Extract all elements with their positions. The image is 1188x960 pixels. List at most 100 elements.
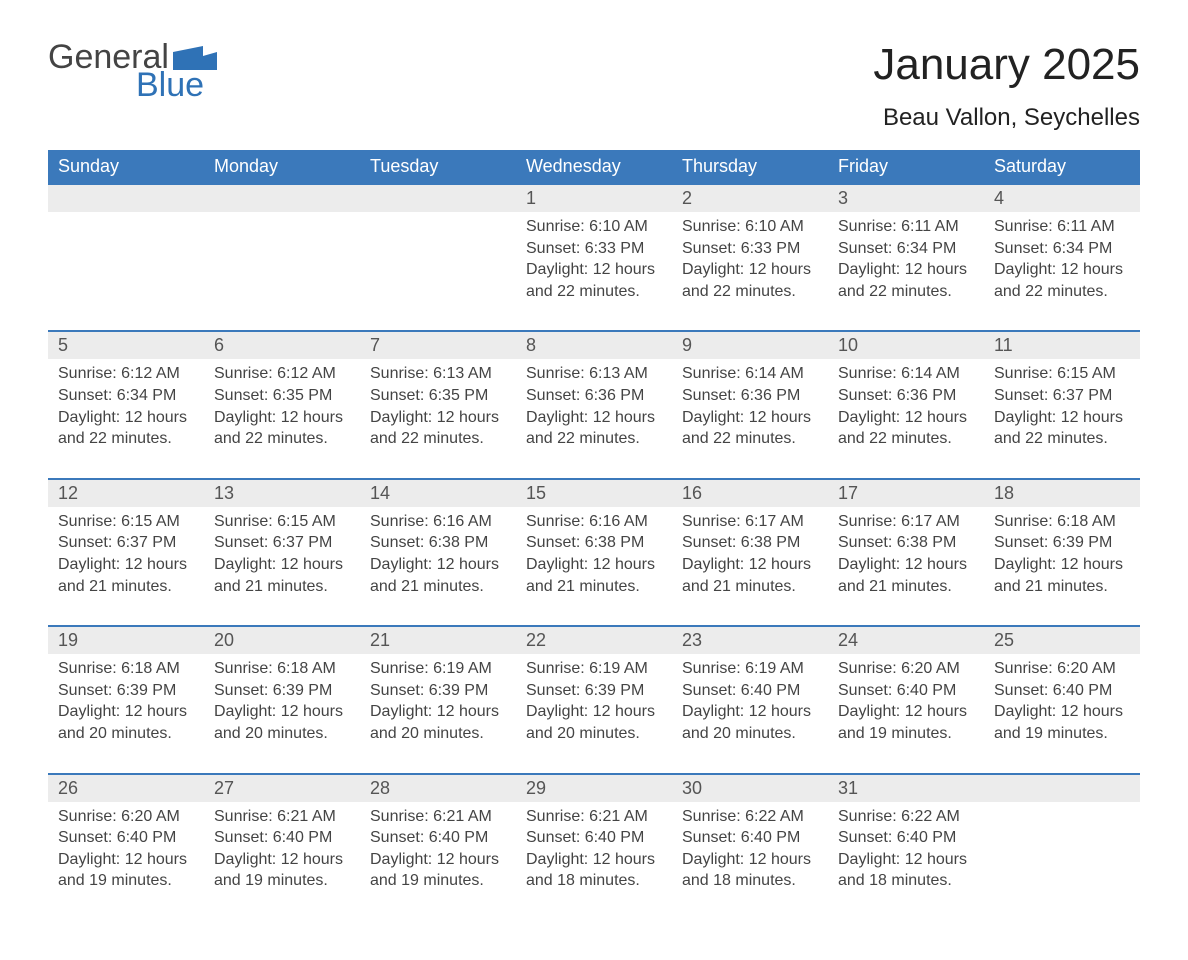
day-number-cell: 16 [672,479,828,507]
sunset-text: Sunset: 6:34 PM [58,385,194,407]
day-detail-cell: Sunrise: 6:17 AMSunset: 6:38 PMDaylight:… [672,507,828,626]
sunset-text: Sunset: 6:39 PM [526,680,662,702]
sunset-text: Sunset: 6:35 PM [214,385,350,407]
sunset-text: Sunset: 6:39 PM [370,680,506,702]
day-number-cell [984,774,1140,802]
day-detail-cell: Sunrise: 6:11 AMSunset: 6:34 PMDaylight:… [984,212,1140,331]
daylight-text: Daylight: 12 hours and 20 minutes. [370,701,506,744]
sunset-text: Sunset: 6:36 PM [682,385,818,407]
day-detail-cell: Sunrise: 6:18 AMSunset: 6:39 PMDaylight:… [48,654,204,773]
day-detail-cell: Sunrise: 6:18 AMSunset: 6:39 PMDaylight:… [984,507,1140,626]
week-detail-row: Sunrise: 6:20 AM Sunset: 6:40 PM Daylight:… [48,802,1140,920]
logo: General Blue [48,40,217,102]
sunset-text: Sunset: 6:40 PM [214,827,350,849]
sunset-text: Sunset: 6:36 PM [838,385,974,407]
sunset-text: Sunset: 6:40 PM [370,827,506,849]
day-detail-cell [48,212,204,331]
calendar-table: SundayMondayTuesdayWednesdayThursdayFrid… [48,150,1140,920]
day-detail-cell [360,212,516,331]
day-number-cell: 29 [516,774,672,802]
day-detail-cell: Sunrise: 6:19 AMSunset: 6:39 PMDaylight:… [516,654,672,773]
day-number-cell: 26 [48,774,204,802]
title-block: January 2025 Beau Vallon, Seychelles [873,40,1140,132]
sunrise-text: Sunrise: 6:18 AM [58,658,194,680]
sunrise-text: Sunrise: 6:18 AM [214,658,350,680]
daylight-text: Daylight: 12 hours and 18 minutes. [526,849,662,892]
daylight-text: Daylight: 12 hours and 21 minutes. [526,554,662,597]
weekday-header-row: SundayMondayTuesdayWednesdayThursdayFrid… [48,150,1140,184]
week-daynum-row: 12131415161718 [48,479,1140,507]
daylight-text: Daylight: 12 hours and 22 minutes. [838,259,974,302]
daylight-text: Daylight: 12 hours and 20 minutes. [682,701,818,744]
day-detail-cell: Sunrise: 6:20 AMSunset: 6:40 PMDaylight:… [48,802,204,920]
day-number-cell [48,184,204,212]
sunrise-text: Sunrise: 6:19 AM [526,658,662,680]
day-detail-cell: Sunrise: 6:20 AMSunset: 6:40 PMDaylight:… [828,654,984,773]
day-number-cell: 27 [204,774,360,802]
sunset-text: Sunset: 6:37 PM [58,532,194,554]
sunset-text: Sunset: 6:38 PM [370,532,506,554]
sunrise-text: Sunrise: 6:16 AM [526,511,662,533]
daylight-text: Daylight: 12 hours and 22 minutes. [58,407,194,450]
day-number-cell: 25 [984,626,1140,654]
sunset-text: Sunset: 6:40 PM [682,827,818,849]
sunset-text: Sunset: 6:40 PM [994,680,1130,702]
sunset-text: Sunset: 6:34 PM [994,238,1130,260]
daylight-text: Daylight: 12 hours and 21 minutes. [994,554,1130,597]
sunset-text: Sunset: 6:39 PM [214,680,350,702]
day-detail-cell: Sunrise: 6:11 AMSunset: 6:34 PMDaylight:… [828,212,984,331]
weekday-header: Sunday [48,150,204,184]
day-number-cell: 10 [828,331,984,359]
sunset-text: Sunset: 6:38 PM [838,532,974,554]
day-detail-cell: Sunrise: 6:14 AMSunset: 6:36 PMDaylight:… [828,359,984,478]
day-number-cell: 17 [828,479,984,507]
daylight-text: Daylight: 12 hours and 22 minutes. [994,259,1130,302]
day-number-cell: 21 [360,626,516,654]
day-detail-cell: Sunrise: 6:13 AMSunset: 6:35 PMDaylight:… [360,359,516,478]
daylight-text: Daylight: 12 hours and 21 minutes. [682,554,818,597]
day-number-cell [360,184,516,212]
weekday-header: Friday [828,150,984,184]
day-number-cell: 15 [516,479,672,507]
day-detail-cell: Sunrise: 6:22 AMSunset: 6:40 PMDaylight:… [828,802,984,920]
sunset-text: Sunset: 6:39 PM [58,680,194,702]
sunset-text: Sunset: 6:35 PM [370,385,506,407]
day-number-cell: 19 [48,626,204,654]
weekday-header: Monday [204,150,360,184]
day-number-cell: 3 [828,184,984,212]
sunset-text: Sunset: 6:38 PM [682,532,818,554]
day-number-cell: 14 [360,479,516,507]
daylight-text: Daylight: 12 hours and 19 minutes. [994,701,1130,744]
week-daynum-row: 19202122232425 [48,626,1140,654]
day-number-cell: 7 [360,331,516,359]
day-number-cell: 24 [828,626,984,654]
daylight-text: Daylight: 12 hours and 22 minutes. [838,407,974,450]
week-daynum-row: 1234 [48,184,1140,212]
location-label: Beau Vallon, Seychelles [873,104,1140,132]
sunrise-text: Sunrise: 6:13 AM [526,363,662,385]
day-number-cell: 13 [204,479,360,507]
sunrise-text: Sunrise: 6:19 AM [370,658,506,680]
sunrise-text: Sunrise: 6:12 AM [58,363,194,385]
day-detail-cell: Sunrise: 6:13 AMSunset: 6:36 PMDaylight:… [516,359,672,478]
daylight-text: Daylight: 12 hours and 22 minutes. [682,407,818,450]
day-number-cell: 6 [204,331,360,359]
sunrise-text: Sunrise: 6:20 AM [58,806,194,828]
day-detail-cell: Sunrise: 6:12 AMSunset: 6:35 PMDaylight:… [204,359,360,478]
daylight-text: Daylight: 12 hours and 20 minutes. [214,701,350,744]
day-detail-cell: Sunrise: 6:19 AMSunset: 6:40 PMDaylight:… [672,654,828,773]
sunrise-text: Sunrise: 6:19 AM [682,658,818,680]
sunrise-text: Sunrise: 6:10 AM [682,216,818,238]
daylight-text: Daylight: 12 hours and 18 minutes. [838,849,974,892]
day-detail-cell: Sunrise: 6:21 AMSunset: 6:40 PMDaylight:… [360,802,516,920]
weekday-header: Thursday [672,150,828,184]
day-detail-cell: Sunrise: 6:21 AMSunset: 6:40 PMDaylight:… [516,802,672,920]
sunset-text: Sunset: 6:40 PM [682,680,818,702]
day-number-cell [204,184,360,212]
day-detail-cell: Sunrise: 6:22 AMSunset: 6:40 PMDaylight:… [672,802,828,920]
day-number-cell: 20 [204,626,360,654]
sunset-text: Sunset: 6:36 PM [526,385,662,407]
week-detail-row: Sunrise: 6:18 AMSunset: 6:39 PMDaylight:… [48,654,1140,773]
day-number-cell: 11 [984,331,1140,359]
day-number-cell: 28 [360,774,516,802]
